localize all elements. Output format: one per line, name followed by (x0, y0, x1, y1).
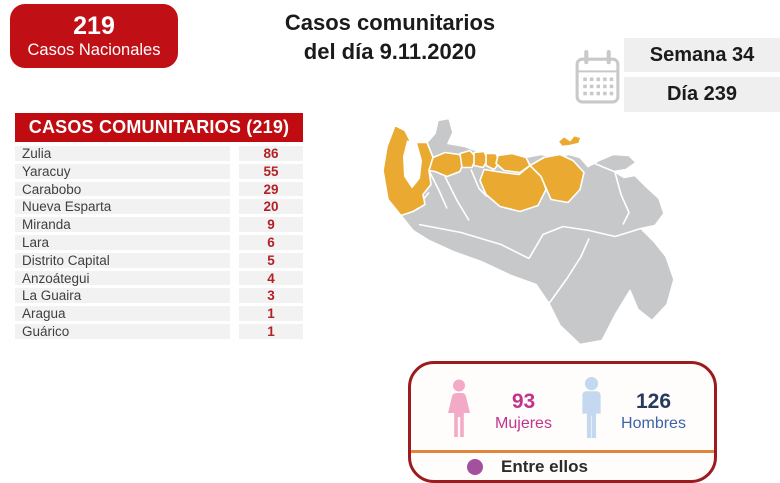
divider-line (411, 450, 714, 453)
men-count: 126 (635, 390, 672, 413)
cell-gap (230, 146, 239, 161)
state-cases: 1 (239, 323, 303, 339)
map-country-base (383, 117, 675, 346)
map-state-lara (428, 151, 465, 178)
table-row: Anzoátegui 4 (15, 270, 303, 286)
national-cases-badge: 219 Casos Nacionales (10, 4, 178, 68)
state-name: Yaracuy (15, 163, 230, 179)
state-name: Lara (15, 234, 230, 250)
day-badge: Día 239 (624, 77, 780, 112)
map-state-aragua (485, 152, 501, 171)
map-state-nueva-esparta (557, 134, 582, 148)
map-lake-maracaibo (403, 140, 422, 189)
state-cases: 4 (239, 270, 303, 285)
national-cases-label: Casos Nacionales (27, 40, 161, 59)
men-label: Hombres (621, 415, 686, 432)
state-name: La Guaira (15, 288, 230, 303)
state-name: Aragua (15, 306, 230, 321)
state-cases: 9 (239, 217, 303, 232)
female-icon (448, 379, 470, 437)
cell-gap (230, 199, 239, 214)
table-row: Lara 6 (15, 234, 303, 250)
table-row: Zulia 86 (15, 146, 303, 161)
demographics-box: 93 Mujeres 126 Hombres Entre ellos (408, 361, 717, 483)
state-name: Guárico (15, 323, 230, 339)
cases-table-body: Zulia 86 Yaracuy 55 Carabobo 29 Nueva Esparta 2… (15, 146, 303, 339)
table-row: Yaracuy 55 (15, 163, 303, 179)
male-icon (582, 377, 601, 438)
state-cases: 3 (239, 288, 303, 303)
venezuela-map (383, 117, 675, 346)
cell-gap (230, 235, 239, 250)
table-row: La Guaira 3 (15, 288, 303, 303)
national-cases-value: 219 (73, 11, 115, 40)
state-name: Distrito Capital (15, 252, 230, 268)
calendar-icon (575, 50, 620, 104)
cell-gap (230, 217, 239, 232)
table-row: Carabobo 29 (15, 181, 303, 197)
state-name: Miranda (15, 217, 230, 232)
state-name: Anzoátegui (15, 270, 230, 285)
cell-gap (230, 271, 239, 286)
person-icon-partial (467, 459, 483, 475)
page-title: Casos comunitarios del día 9.11.2020 (258, 8, 522, 66)
state-name: Zulia (15, 146, 230, 161)
map-state-anzoategui (529, 153, 585, 204)
title-line-2: del día 9.11.2020 (303, 39, 477, 64)
state-cases: 6 (239, 234, 303, 250)
cell-gap (230, 182, 239, 197)
table-row: Distrito Capital 5 (15, 252, 303, 268)
state-cases: 5 (239, 252, 303, 268)
women-label: Mujeres (495, 415, 552, 432)
cases-table-header: CASOS COMUNITARIOS (219) (15, 113, 303, 142)
infographic-page: 219 Casos Nacionales Casos comunitarios … (10, 4, 780, 483)
cell-gap (230, 306, 239, 321)
state-name: Nueva Esparta (15, 199, 230, 214)
state-cases: 55 (239, 163, 303, 179)
men-stat: 126 Hombres (611, 390, 696, 434)
state-cases: 86 (239, 146, 303, 161)
week-badge: Semana 34 (624, 38, 780, 72)
state-cases: 1 (239, 306, 303, 321)
title-line-1: Casos comunitarios (284, 10, 496, 35)
state-name: Carabobo (15, 181, 230, 196)
state-cases: 20 (239, 199, 303, 214)
state-cases: 29 (239, 181, 303, 196)
among-them-label: Entre ellos (501, 457, 588, 476)
table-row: Aragua 1 (15, 306, 303, 321)
table-row: Miranda 9 (15, 217, 303, 232)
cell-gap (230, 253, 239, 268)
cell-gap (230, 164, 239, 179)
map-state-guarico (479, 164, 547, 213)
cases-table: CASOS COMUNITARIOS (219) Zulia 86 Yaracuy 5… (15, 113, 303, 342)
table-row: Guárico 1 (15, 323, 303, 339)
cell-gap (230, 324, 239, 339)
cell-gap (230, 288, 239, 303)
table-row: Nueva Esparta 20 (15, 199, 303, 214)
women-count: 93 (511, 390, 536, 413)
women-stat: 93 Mujeres (481, 390, 566, 434)
